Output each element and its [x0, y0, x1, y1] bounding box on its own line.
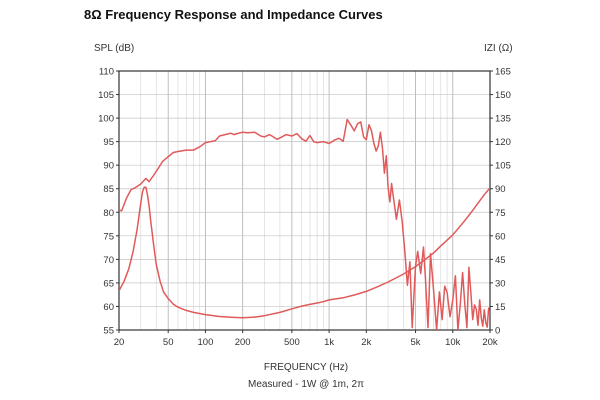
tick-labels: 1101051009590858075706560551651501351201…: [98, 67, 511, 349]
x-tick-label: 20k: [482, 337, 498, 348]
x-tick-label: 20: [114, 337, 125, 348]
right-tick-label: 135: [495, 114, 511, 125]
x-tick-label: 5k: [411, 337, 421, 348]
x-tick-label: 50: [163, 337, 174, 348]
x-axis-label: FREQUENCY (Hz): [264, 362, 348, 373]
right-tick-label: 150: [495, 90, 511, 101]
left-tick-label: 100: [98, 114, 114, 125]
right-tick-label: 45: [495, 255, 506, 266]
right-tick-label: 15: [495, 302, 506, 313]
right-tick-label: 0: [495, 326, 500, 337]
left-tick-label: 110: [99, 67, 114, 78]
right-tick-label: 105: [495, 161, 511, 172]
impedance-curve: [119, 186, 490, 319]
right-tick-label: 30: [495, 278, 506, 289]
chart-title: 8Ω Frequency Response and Impedance Curv…: [84, 7, 383, 22]
left-tick-label: 75: [103, 231, 114, 242]
left-tick-label: 65: [103, 278, 114, 289]
left-tick-label: 60: [103, 302, 114, 313]
left-tick-label: 95: [103, 137, 114, 148]
left-axis-label: SPL (dB): [94, 43, 134, 54]
left-tick-label: 70: [103, 255, 114, 266]
x-tick-label: 500: [284, 337, 300, 348]
measurement-note: Measured - 1W @ 1m, 2π: [248, 379, 364, 390]
x-tick-label: 1k: [324, 337, 334, 348]
x-tick-label: 200: [235, 337, 251, 348]
right-tick-label: 60: [495, 231, 506, 242]
left-tick-label: 80: [103, 208, 114, 219]
right-tick-label: 90: [495, 184, 506, 195]
spl-response-curve: [119, 118, 490, 330]
left-tick-label: 90: [103, 161, 114, 172]
right-tick-label: 75: [495, 208, 506, 219]
right-axis-label: IZI (Ω): [484, 43, 513, 54]
x-tick-label: 10k: [445, 337, 461, 348]
x-tick-label: 2k: [361, 337, 371, 348]
left-tick-label: 55: [103, 326, 114, 337]
right-tick-label: 120: [495, 137, 511, 148]
left-tick-label: 105: [98, 90, 114, 101]
left-tick-label: 85: [103, 184, 114, 195]
right-tick-label: 165: [495, 67, 511, 78]
x-tick-label: 100: [198, 337, 214, 348]
series-lines: [119, 118, 490, 330]
plot-frame: [118, 70, 491, 331]
